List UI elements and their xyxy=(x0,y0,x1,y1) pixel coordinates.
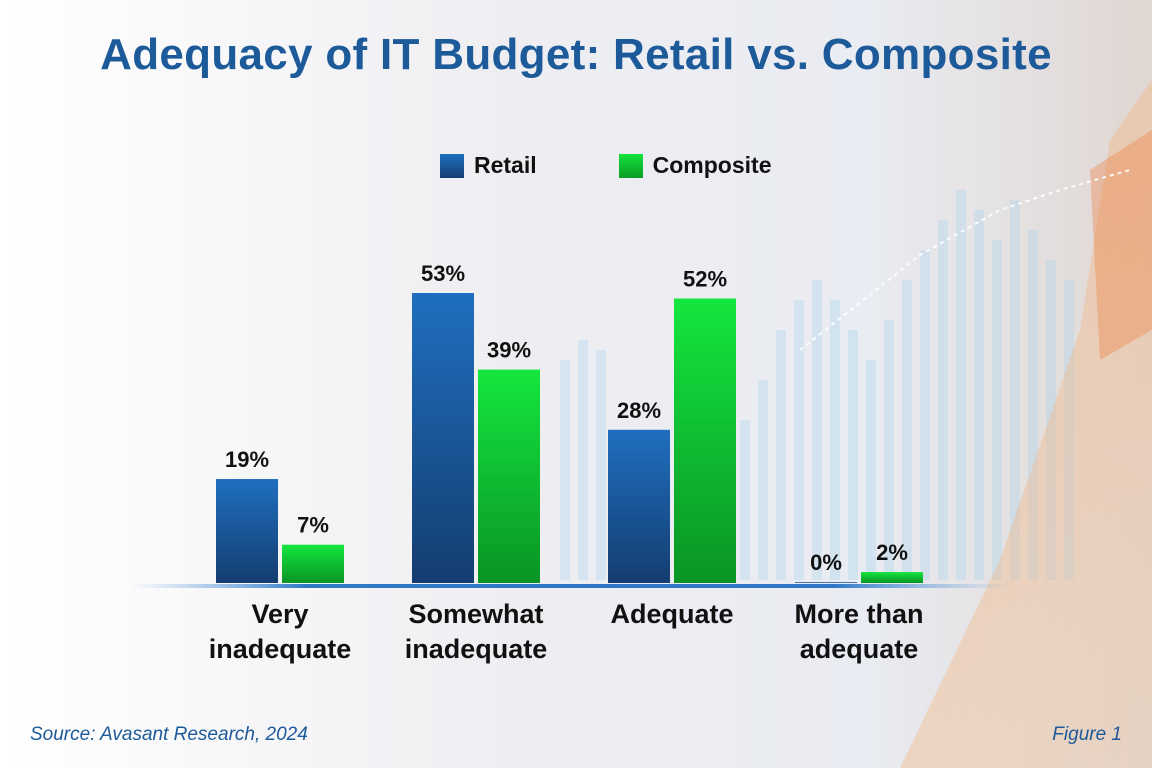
data-label-composite-very-inadequate: 7% xyxy=(297,513,329,538)
bar-retail-very-inadequate xyxy=(216,479,278,583)
legend-swatch-composite xyxy=(618,153,643,178)
bar-retail-adequate xyxy=(608,429,670,583)
legend-label-retail: Retail xyxy=(474,152,537,178)
category-label-line: inadequate xyxy=(404,634,548,664)
legend-item-retail: Retail xyxy=(440,152,537,179)
category-label-line: More than xyxy=(794,599,924,629)
bar-retail-somewhat-inadequate xyxy=(412,293,474,583)
category-label-somewhat-inadequate: Somewhat inadequate xyxy=(376,597,576,667)
legend-label-composite: Composite xyxy=(652,152,772,178)
category-label-line: Adequate xyxy=(610,599,734,629)
source-note: Source: Avasant Research, 2024 xyxy=(30,724,308,745)
bar-composite-very-inadequate xyxy=(282,544,344,583)
data-label-retail-somewhat-inadequate: 53% xyxy=(421,261,465,286)
chart-title: Adequacy of IT Budget: Retail vs. Compos… xyxy=(100,30,1052,79)
bar-retail-more-than-adequate xyxy=(795,582,857,583)
data-label-composite-adequate: 52% xyxy=(683,266,727,291)
category-label-line: adequate xyxy=(799,634,919,664)
legend-item-composite: Composite xyxy=(618,152,772,179)
bar-composite-adequate xyxy=(674,298,736,583)
bar-composite-more-than-adequate xyxy=(861,572,923,583)
category-label-line: inadequate xyxy=(208,634,352,664)
category-label-very-inadequate: Very inadequate xyxy=(180,597,380,667)
category-label-line: Very xyxy=(251,599,309,629)
data-label-composite-somewhat-inadequate: 39% xyxy=(487,338,531,363)
data-label-retail-more-than-adequate: 0% xyxy=(810,550,842,575)
bar-composite-somewhat-inadequate xyxy=(478,369,540,583)
category-label-more-than-adequate: More than adequate xyxy=(759,597,959,667)
data-label-retail-very-inadequate: 19% xyxy=(225,447,269,472)
data-label-composite-more-than-adequate: 2% xyxy=(876,540,908,565)
category-label-adequate: Adequate xyxy=(572,597,772,632)
chart-legend: Retail Composite xyxy=(440,152,853,179)
legend-swatch-retail xyxy=(440,153,464,178)
data-label-retail-adequate: 28% xyxy=(617,398,661,423)
figure-number: Figure 1 xyxy=(1052,724,1122,745)
category-label-line: Somewhat xyxy=(408,599,544,629)
